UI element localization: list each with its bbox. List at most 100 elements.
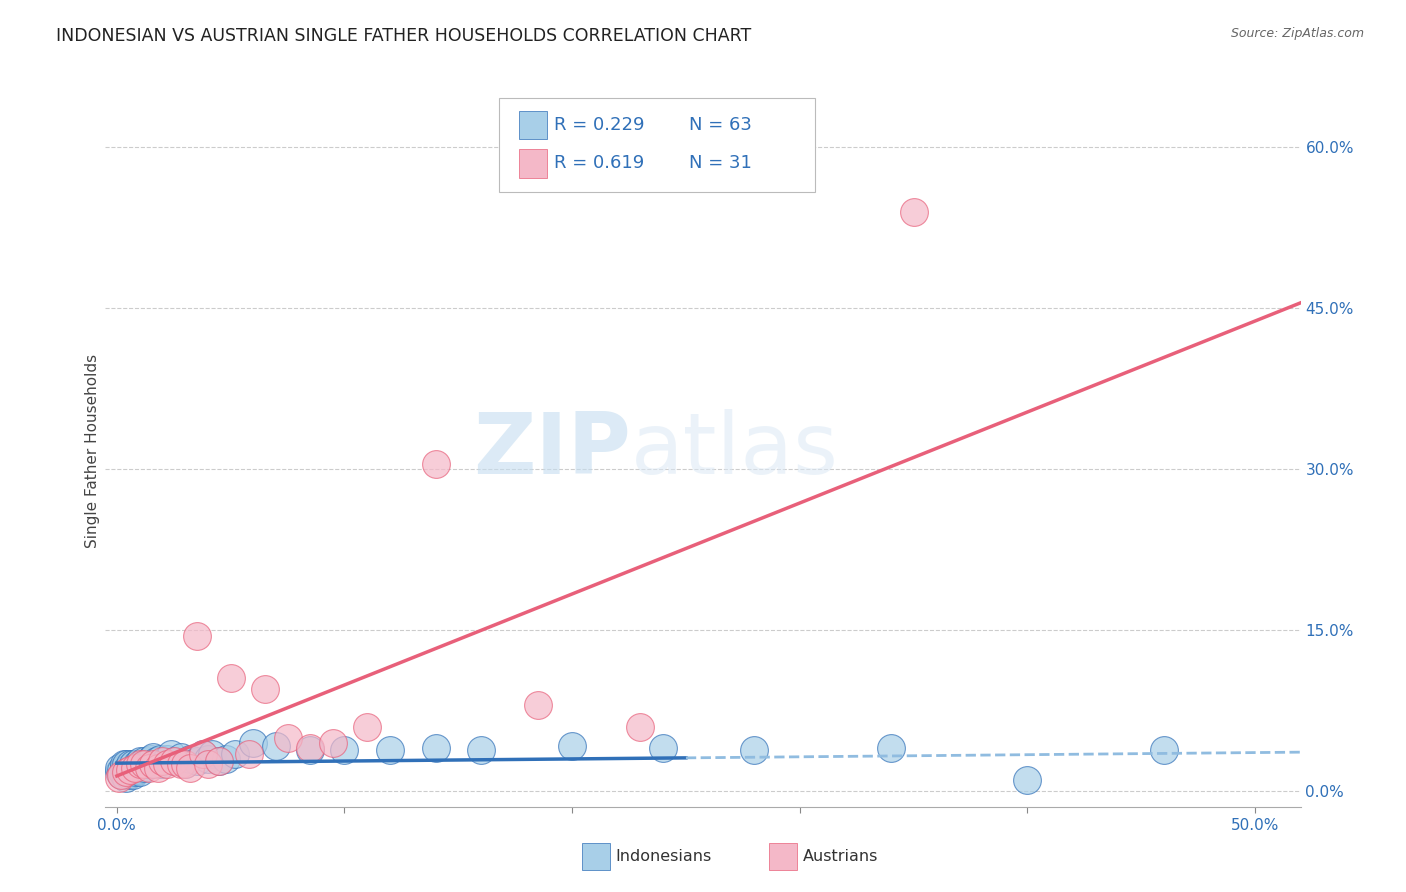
- Point: [128, 764, 150, 779]
- Point: [880, 741, 903, 756]
- Point: [110, 768, 132, 782]
- Text: Source: ZipAtlas.com: Source: ZipAtlas.com: [1230, 27, 1364, 40]
- Point: [628, 720, 651, 734]
- Point: [112, 768, 135, 782]
- Point: [135, 757, 157, 772]
- Point: [425, 741, 447, 756]
- Point: [134, 757, 156, 772]
- Point: [224, 747, 246, 761]
- Y-axis label: Single Father Households: Single Father Households: [84, 353, 100, 548]
- Text: R = 0.229: R = 0.229: [554, 116, 644, 134]
- Point: [121, 763, 143, 777]
- Point: [134, 760, 156, 774]
- Point: [146, 760, 169, 774]
- Point: [322, 736, 344, 750]
- Point: [145, 754, 167, 768]
- Point: [169, 757, 191, 772]
- Point: [238, 747, 260, 761]
- Text: INDONESIAN VS AUSTRIAN SINGLE FATHER HOUSEHOLDS CORRELATION CHART: INDONESIAN VS AUSTRIAN SINGLE FATHER HOU…: [56, 27, 751, 45]
- Point: [470, 743, 492, 757]
- Point: [142, 749, 165, 764]
- Point: [139, 752, 162, 766]
- Point: [163, 754, 186, 768]
- Point: [115, 757, 138, 772]
- Point: [120, 757, 142, 772]
- Point: [174, 757, 197, 772]
- Point: [193, 747, 215, 761]
- Point: [299, 743, 322, 757]
- Point: [208, 754, 231, 768]
- Point: [903, 204, 925, 219]
- Point: [156, 752, 179, 766]
- Point: [156, 757, 179, 772]
- Point: [108, 764, 131, 779]
- Point: [186, 629, 208, 643]
- Point: [527, 698, 550, 713]
- Point: [121, 768, 143, 782]
- Point: [1153, 743, 1175, 757]
- Point: [160, 747, 183, 761]
- Point: [112, 757, 135, 772]
- Point: [186, 754, 208, 768]
- Point: [150, 757, 173, 772]
- Point: [120, 767, 142, 781]
- Point: [299, 741, 322, 756]
- Point: [138, 760, 160, 774]
- Point: [127, 763, 149, 777]
- Point: [425, 457, 447, 471]
- Point: [146, 757, 169, 772]
- Text: atlas: atlas: [631, 409, 839, 492]
- Point: [134, 754, 156, 768]
- Point: [179, 752, 201, 766]
- Point: [115, 764, 138, 779]
- Point: [124, 764, 146, 779]
- Point: [124, 760, 146, 774]
- Point: [115, 772, 138, 786]
- Point: [142, 757, 165, 772]
- Point: [561, 739, 583, 753]
- Point: [120, 763, 142, 777]
- Point: [253, 682, 276, 697]
- Point: [131, 757, 153, 772]
- Point: [264, 739, 287, 753]
- Point: [378, 743, 401, 757]
- Point: [128, 754, 150, 768]
- Point: [149, 752, 172, 766]
- Point: [174, 757, 197, 772]
- Point: [120, 763, 142, 777]
- Point: [208, 754, 231, 768]
- Text: N = 31: N = 31: [689, 154, 752, 172]
- Point: [197, 757, 219, 772]
- Point: [652, 741, 675, 756]
- Point: [333, 743, 356, 757]
- Point: [215, 752, 238, 766]
- Point: [201, 747, 224, 761]
- Point: [150, 754, 173, 768]
- Point: [117, 768, 139, 782]
- Point: [242, 736, 264, 750]
- Point: [179, 760, 201, 774]
- Point: [742, 743, 765, 757]
- Point: [197, 752, 219, 766]
- Point: [139, 757, 162, 772]
- Point: [117, 760, 139, 774]
- Point: [108, 772, 131, 786]
- Point: [115, 763, 138, 777]
- Point: [127, 757, 149, 772]
- Point: [108, 760, 131, 774]
- Point: [169, 749, 191, 764]
- Point: [124, 760, 146, 774]
- Point: [138, 754, 160, 768]
- Text: Austrians: Austrians: [803, 849, 879, 863]
- Text: R = 0.619: R = 0.619: [554, 154, 644, 172]
- Text: Indonesians: Indonesians: [616, 849, 711, 863]
- Point: [110, 768, 132, 782]
- Point: [128, 757, 150, 772]
- Point: [219, 672, 242, 686]
- Point: [1017, 773, 1039, 788]
- Point: [277, 731, 299, 745]
- Point: [356, 720, 378, 734]
- Point: [110, 763, 132, 777]
- Point: [121, 757, 143, 772]
- Point: [117, 764, 139, 779]
